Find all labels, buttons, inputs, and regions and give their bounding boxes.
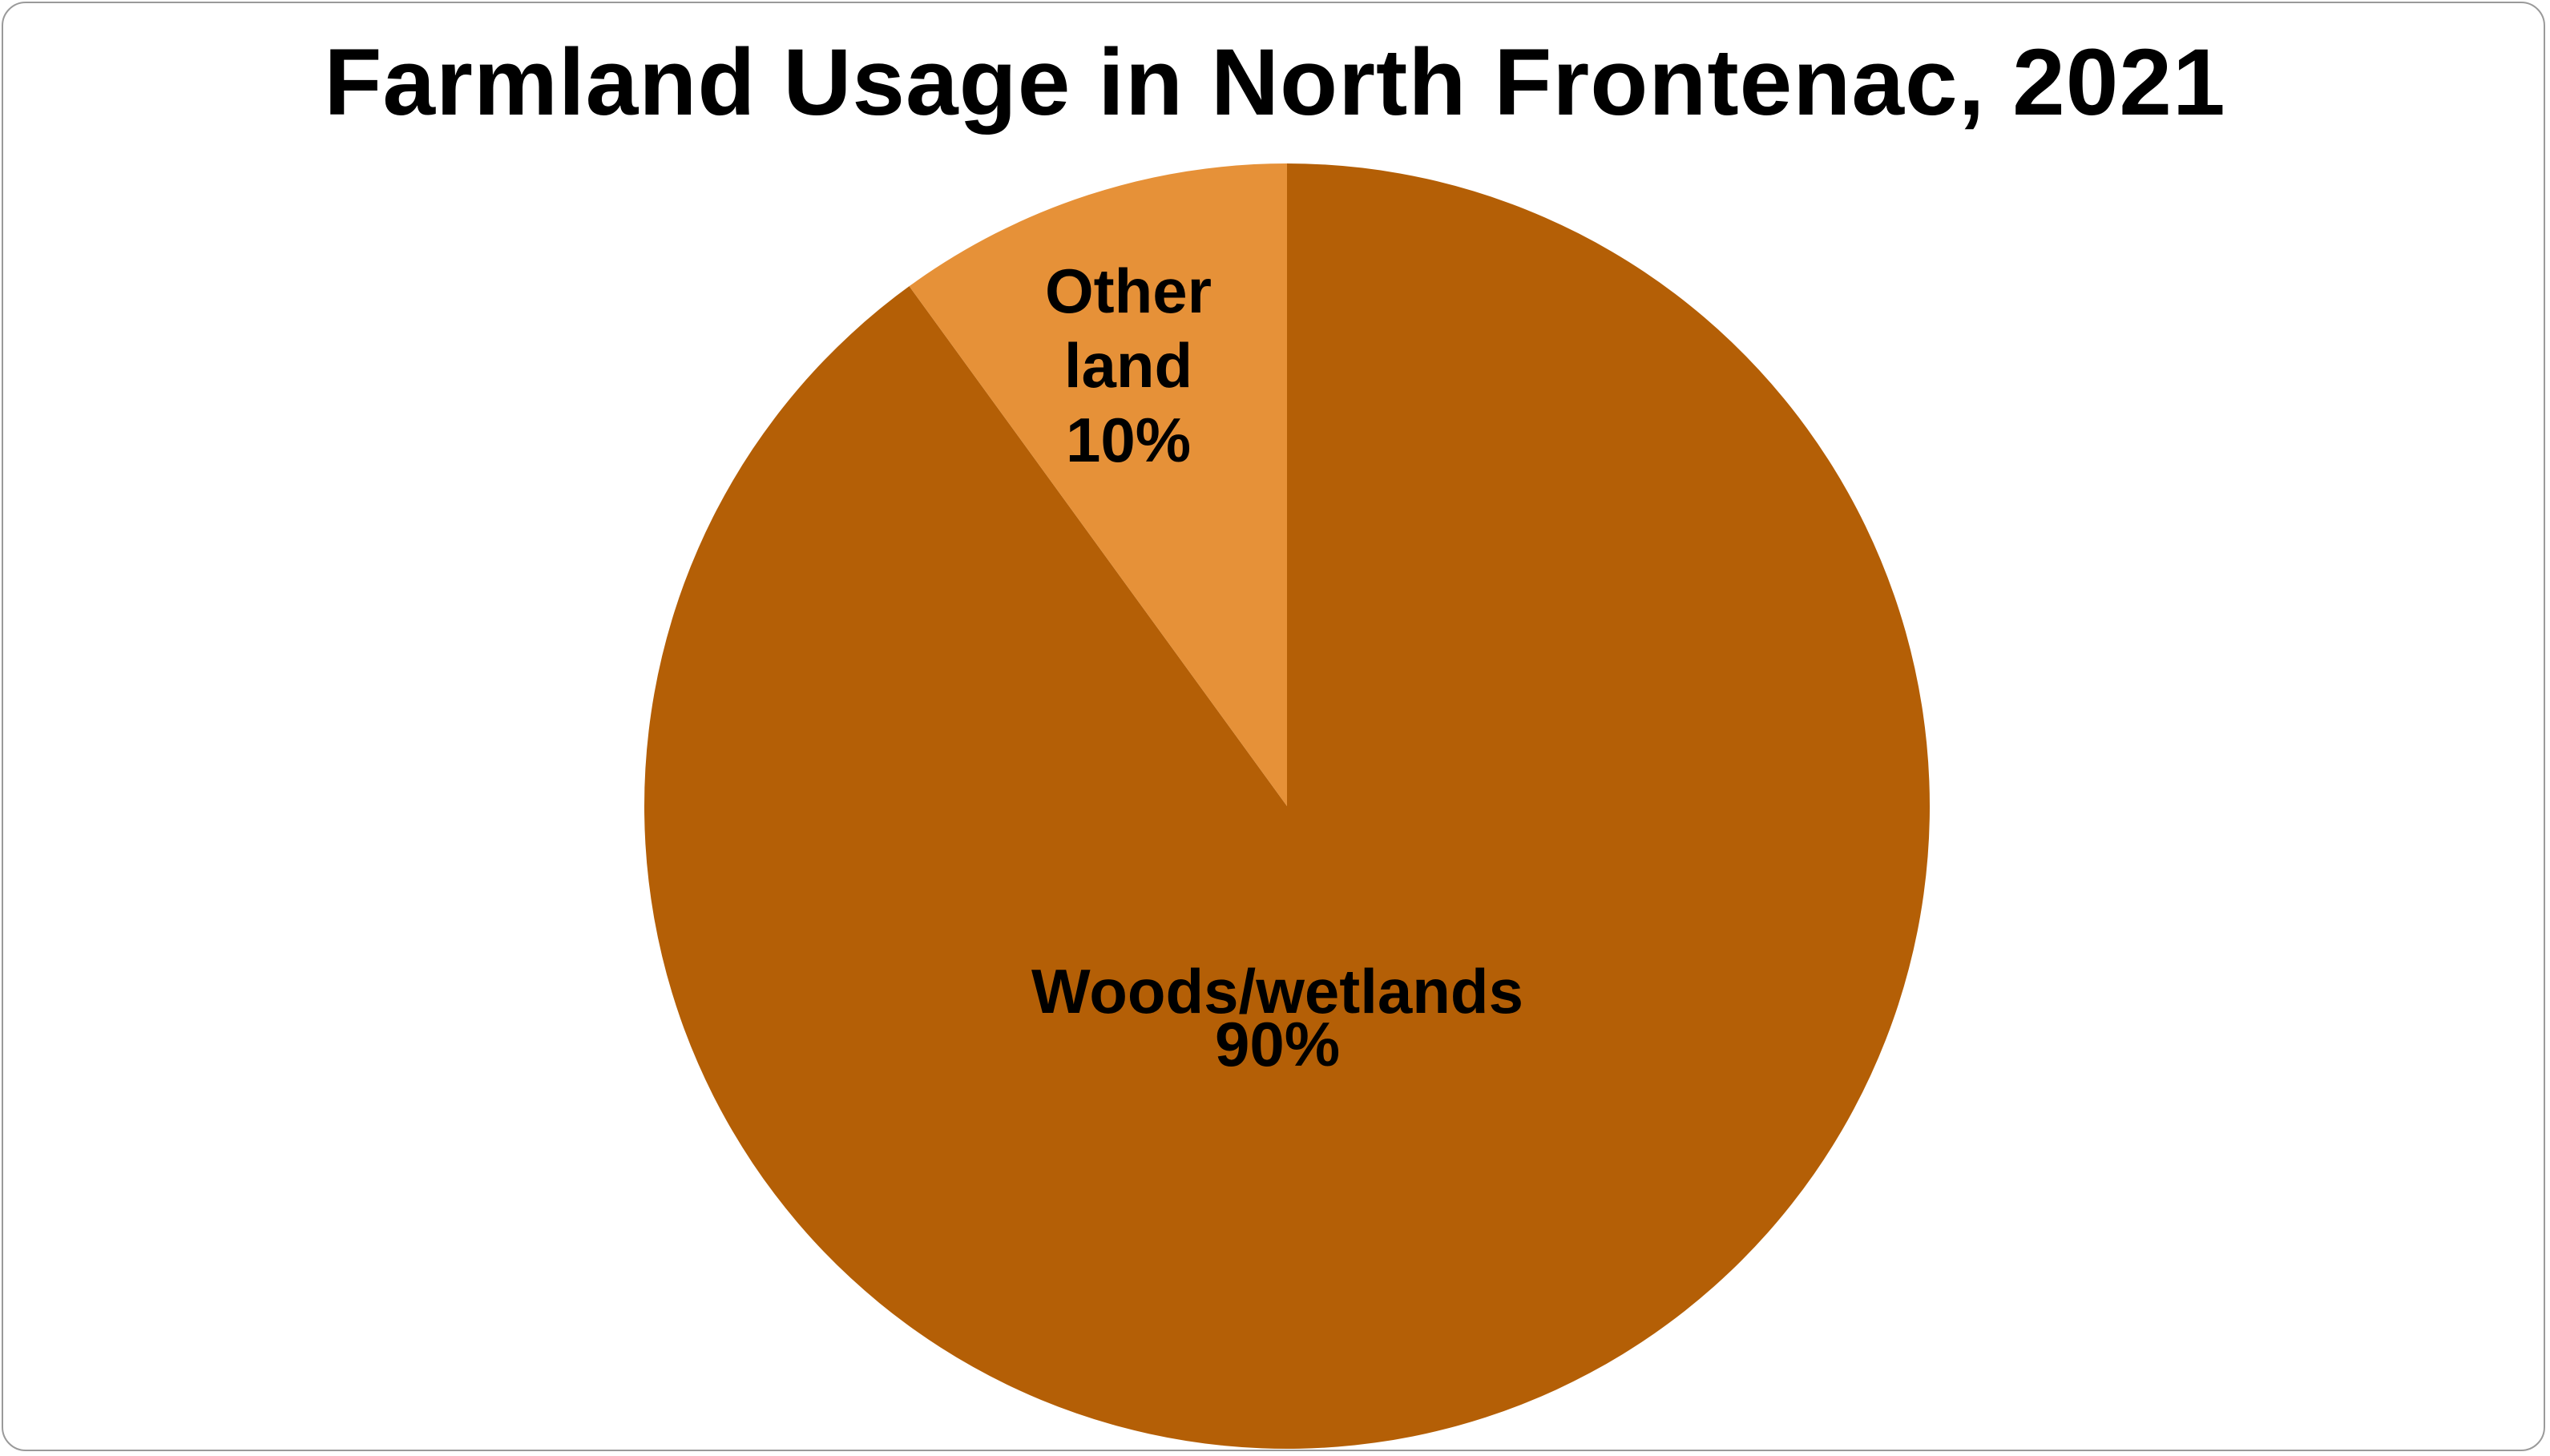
data-label-woods-wetlands: Woods/wetlands 90% bbox=[1031, 956, 1523, 1079]
pie-slice-other-land bbox=[909, 163, 1287, 806]
chart-title: Farmland Usage in North Frontenac, 2021 bbox=[324, 30, 2226, 135]
data-label-other-land: Other land 10% bbox=[1045, 256, 1212, 475]
